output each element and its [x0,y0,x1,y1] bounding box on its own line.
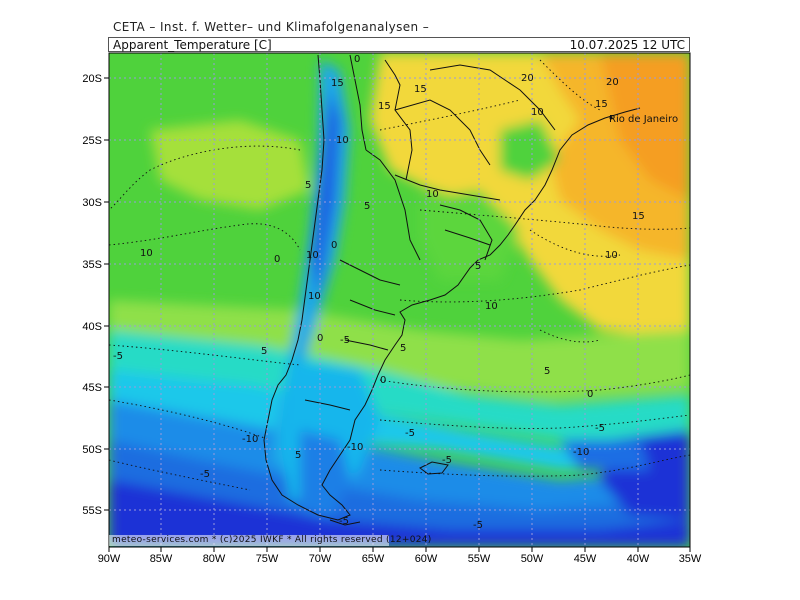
lon-label: 60W [415,553,438,565]
contour-label: 0 [587,389,593,400]
contour-label: -10 [242,434,258,445]
valid-time-label: 10.07.2025 12 UTC [569,38,685,52]
contour-label: 10 [336,135,349,146]
contour-label: -5 [405,428,415,439]
copyright-bar [109,535,389,546]
tick-marks [104,77,691,552]
contour-label: 0 [354,54,360,65]
contour-label: 5 [544,366,550,377]
contour-label: 0 [380,375,386,386]
contour-label: 0 [274,254,280,265]
longitude-labels: 90W 85W 80W 75W 70W 65W 60W 55W 50W 45W … [98,553,702,565]
contour-label: 15 [378,101,391,112]
contour-label: 0 [317,333,323,344]
contour-label: -5 [595,423,605,434]
contour-value-labels: 0 15 15 15 20 10 15 20 10 5 10 5 10 15 0… [113,54,645,531]
coastlines [263,54,641,526]
lon-label: 50W [521,553,544,565]
lon-label: 75W [256,553,279,565]
lon-label: 35W [679,553,702,565]
contour-label: 10 [306,250,319,261]
title-box: Apparent_Temperature [C] 10.07.2025 12 U… [108,37,690,52]
parameter-label: Apparent_Temperature [C] [113,38,272,52]
contour-label: -5 [339,516,349,527]
contour-label: 15 [595,99,608,110]
lat-label: 50S [82,444,102,456]
contour-label: 10 [308,291,321,302]
city-marker [609,116,613,120]
contour-label: -10 [347,442,363,453]
contour-label: 15 [331,78,344,89]
lon-label: 90W [98,553,121,565]
contour-label: 0 [331,240,337,251]
contour-label: 5 [295,450,301,461]
contour-label: 5 [475,261,481,272]
contour-label: 5 [400,343,406,354]
contour-label: 20 [521,73,534,84]
contour-label: 5 [305,180,311,191]
lat-label: 35S [82,259,102,271]
contour-label: -5 [113,351,123,362]
contour-label: -10 [573,447,589,458]
map-frame [108,52,691,548]
contour-label: 10 [531,107,544,118]
graticule [109,53,690,547]
contour-label: 10 [140,248,153,259]
city-label-rio: Rio de Janeiro [609,114,678,125]
lat-label: 40S [82,321,102,333]
contour-label: 5 [261,346,267,357]
contour-label: 20 [606,77,619,88]
lon-label: 70W [309,553,332,565]
lon-label: 80W [203,553,226,565]
latitude-labels: 20S 25S 30S 35S 40S 45S 50S 55S [82,73,102,517]
temperature-field [109,53,690,547]
lon-label: 45W [574,553,597,565]
lon-label: 85W [150,553,173,565]
lon-label: 55W [468,553,491,565]
lon-label: 65W [362,553,385,565]
institute-header: CETA – Inst. f. Wetter– und Klimafolgena… [113,20,430,34]
contour-label: -5 [473,520,483,531]
contour-label: 10 [485,301,498,312]
lat-label: 25S [82,135,102,147]
contour-label: -5 [200,469,210,480]
lat-label: 30S [82,197,102,209]
contour-label: -5 [442,455,452,466]
lat-label: 55S [82,505,102,517]
contour-label: 10 [426,189,439,200]
copyright-label: meteo-services.com * (c)2025 IWKF * All … [112,535,432,545]
contour-label: -5 [340,335,350,346]
contour-label: 15 [632,211,645,222]
contour-label: 15 [414,84,427,95]
lat-label: 20S [82,73,102,85]
contour-label: 5 [364,201,370,212]
contour-label: 10 [605,250,618,261]
lon-label: 40W [627,553,650,565]
lat-label: 45S [82,382,102,394]
